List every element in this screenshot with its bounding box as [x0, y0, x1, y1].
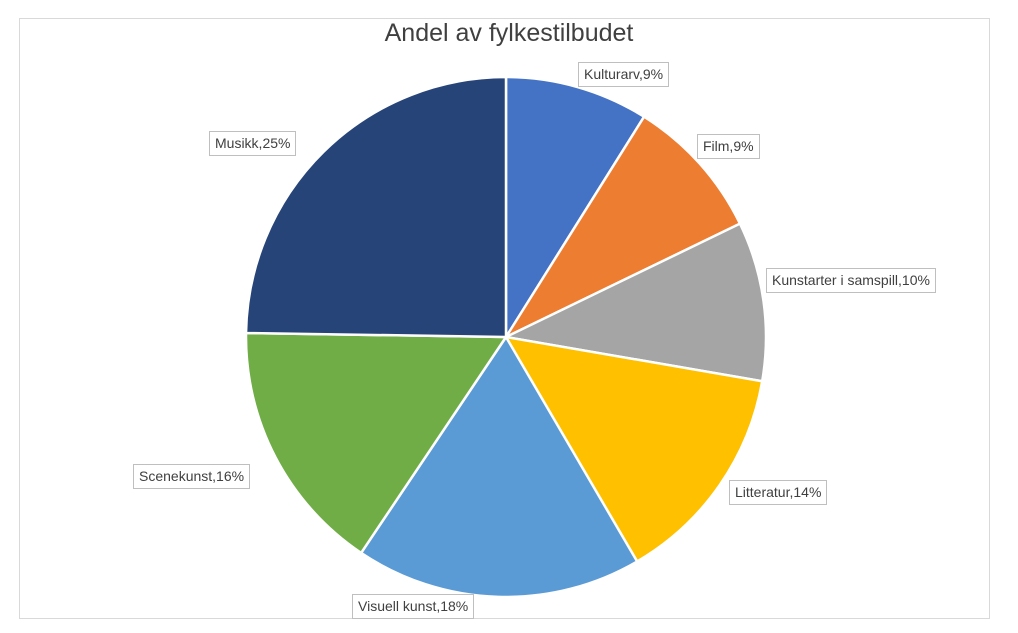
data-label-film: Film,9% [697, 134, 760, 159]
pie-slice-kulturarv [504, 75, 646, 342]
pie-slice-litteratur [503, 335, 764, 564]
data-label-scenekunst: Scenekunst,16% [133, 464, 251, 489]
pie-slice-visuell-kunst [359, 334, 639, 599]
data-label-kunstarter-i-samspill: Kunstarter i samspill,10% [766, 268, 936, 293]
pie-slice-musikk [244, 75, 508, 339]
data-label-litteratur: Litteratur,14% [729, 480, 828, 505]
data-label-kulturarv: Kulturarv,9% [578, 62, 670, 87]
pie-slice-kunstarter-i-samspill [501, 221, 768, 383]
data-label-visuell-kunst: Visuell kunst,18% [352, 594, 475, 619]
pie-slice-scenekunst [244, 331, 509, 555]
chart-title: Andel av fylkestilbudet [384, 19, 634, 47]
data-label-musikk: Musikk,25% [209, 131, 297, 156]
pie-slice-film [502, 114, 742, 341]
